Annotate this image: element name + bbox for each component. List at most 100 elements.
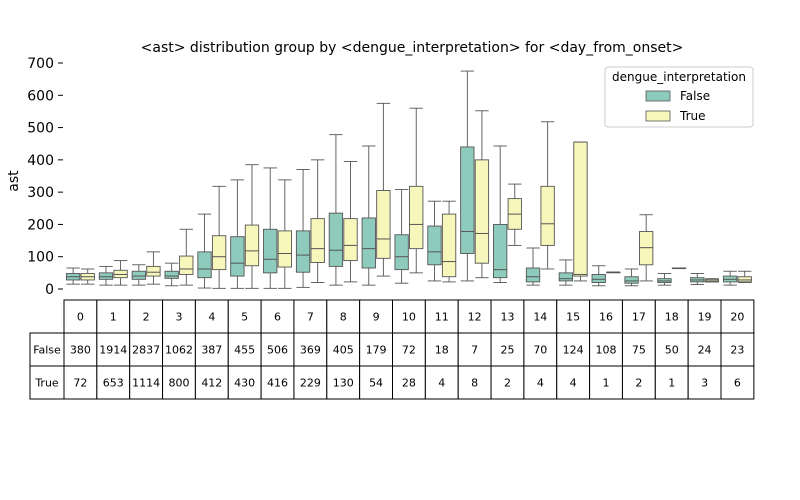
y-axis-label: ast [6, 170, 22, 192]
table-cell-value: 3 [701, 377, 708, 390]
box-true-15 [573, 141, 588, 282]
y-tick-label: 400 [27, 153, 54, 169]
table-row-label-cell [29, 365, 65, 400]
table-header-cell [490, 299, 525, 334]
table-cell-value: 4 [438, 377, 445, 390]
box-body [263, 228, 278, 274]
box-false-7 [295, 169, 311, 288]
table-cell-value: 1 [668, 377, 675, 390]
table-cell [556, 365, 591, 400]
table-header-label: 17 [632, 311, 646, 324]
table-cell-value: 23 [730, 344, 744, 357]
box-body [164, 270, 179, 279]
box-false-3 [164, 262, 179, 287]
table-header-label: 5 [241, 311, 248, 324]
table-cell [96, 332, 131, 367]
y-tick-label: 600 [27, 88, 54, 104]
box-true-12 [474, 110, 490, 279]
table-cell-value: 653 [103, 377, 124, 390]
table-cell-value: 506 [267, 344, 288, 357]
table-cell-value: 18 [435, 344, 449, 357]
y-tick-label: 0 [45, 282, 54, 298]
box-true-8 [343, 161, 358, 283]
box-body [146, 265, 161, 277]
table-header-label: 12 [468, 311, 482, 324]
table-cell-value: 75 [632, 344, 646, 357]
table-header-label: 8 [340, 311, 347, 324]
table-header-label: 6 [274, 311, 281, 324]
box-body [441, 213, 457, 278]
y-tick-label: 700 [27, 56, 54, 72]
table-row-label: False [33, 344, 61, 357]
table-cell [720, 332, 755, 367]
box-body [361, 217, 376, 269]
table-cell [589, 332, 623, 367]
y-tick-label: 300 [27, 185, 54, 201]
table-header-label: 18 [665, 311, 679, 324]
box-false-10 [394, 189, 409, 284]
table-header-cell [194, 299, 229, 334]
table-header-cell [621, 299, 656, 334]
table-cell-value: 405 [333, 344, 354, 357]
legend-label-false: False [680, 89, 710, 103]
table-cell [359, 365, 393, 400]
table-cell [96, 365, 131, 400]
box-body [474, 159, 490, 264]
table-cell-value: 70 [533, 344, 547, 357]
table-header-label: 10 [402, 311, 416, 324]
box-true-10 [409, 107, 424, 274]
table-cell [687, 365, 722, 400]
table-header-label: 11 [435, 311, 449, 324]
box-body [427, 225, 442, 266]
box-body [573, 141, 588, 277]
table-cell-value: 1062 [165, 344, 193, 357]
table-cell-value: 800 [168, 377, 189, 390]
box-true-19 [704, 278, 720, 283]
table-header-cell [720, 299, 755, 334]
box-body [310, 218, 325, 263]
table-row-label: True [34, 377, 59, 390]
box-body [591, 274, 606, 283]
table-cell-value: 4 [537, 377, 544, 390]
box-body [197, 251, 212, 279]
table-cell-value: 130 [333, 377, 354, 390]
box-true-7 [310, 159, 325, 283]
table-cell [194, 365, 229, 400]
table-header-label: 1 [110, 311, 117, 324]
box-body [131, 270, 146, 280]
table-cell [293, 332, 328, 367]
table-header-label: 3 [175, 311, 182, 324]
table-cell [621, 332, 656, 367]
table-cell [457, 365, 492, 400]
box-body [98, 272, 114, 280]
box-false-5 [230, 179, 245, 289]
table-cell [293, 365, 328, 400]
box-body [211, 235, 227, 271]
table-cell-value: 179 [366, 344, 387, 357]
table-header-label: 19 [698, 311, 712, 324]
table-header-cell [260, 299, 295, 334]
box-body [328, 212, 344, 267]
box-plots [65, 70, 752, 289]
legend-title: dengue_interpretation [612, 70, 746, 84]
box-false-9 [361, 145, 376, 286]
box-false-12 [460, 70, 475, 282]
table-cell [654, 365, 689, 400]
y-tick-label: 100 [27, 250, 54, 266]
legend-frame [604, 66, 754, 128]
box-body [394, 234, 409, 271]
table-cell-value: 6 [734, 377, 741, 390]
box-true-3 [179, 228, 194, 286]
table-cell [392, 365, 426, 400]
legend: dengue_interpretation False True [604, 66, 754, 128]
table-cell-value: 108 [596, 344, 617, 357]
box-body [540, 185, 555, 246]
table-cell [720, 365, 755, 400]
table-cell-value: 430 [234, 377, 255, 390]
box-false-2 [131, 264, 146, 286]
chart-title: <ast> distribution group by <dengue_inte… [141, 40, 684, 56]
box-body [525, 267, 541, 283]
table-cell [260, 332, 295, 367]
